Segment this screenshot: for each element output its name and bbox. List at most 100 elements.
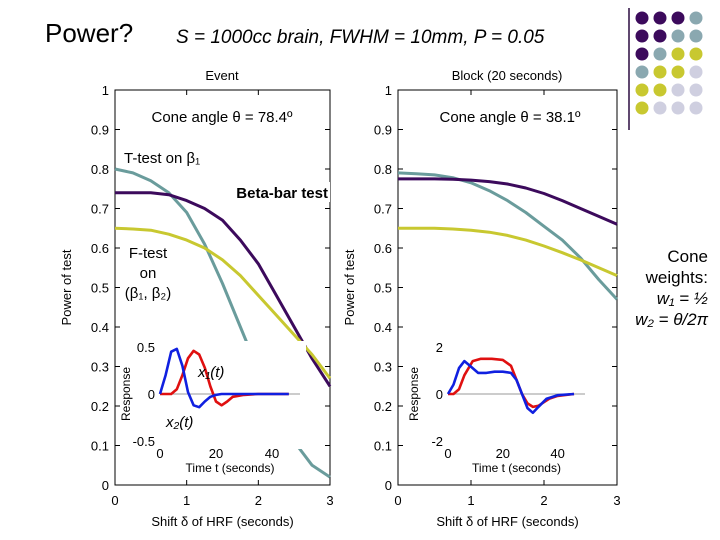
inset-y-axis-label: Response bbox=[407, 367, 421, 421]
annotation-ttest: T-test on β₁ bbox=[124, 150, 200, 167]
inset-label-x2: x₂(t) bbox=[165, 414, 193, 431]
decor-dot bbox=[635, 11, 649, 25]
y-tick-label: 1 bbox=[385, 83, 392, 98]
inset-line-x2 bbox=[446, 359, 575, 415]
x-tick-label: 0 bbox=[394, 493, 401, 508]
x-axis-label: Shift δ of HRF (seconds) bbox=[436, 514, 578, 529]
y-tick-label: 0 bbox=[385, 478, 392, 493]
decor-dot bbox=[671, 29, 685, 43]
y-tick-label: 0.5 bbox=[374, 281, 392, 296]
decor-dot bbox=[635, 83, 649, 97]
inset-y-tick-label: -2 bbox=[431, 434, 443, 449]
annotation-ftest: on bbox=[140, 265, 157, 282]
x-tick-label: 0 bbox=[111, 493, 118, 508]
decor-dot bbox=[653, 65, 667, 79]
inset-y-tick-label: 0.5 bbox=[137, 340, 155, 355]
cone-weights-w1: w₁ = ½ bbox=[656, 289, 708, 308]
decor-dot bbox=[635, 65, 649, 79]
decor-dot bbox=[689, 65, 703, 79]
chart-title: Event bbox=[205, 68, 239, 83]
inset-label-x1: x₁(t) bbox=[197, 364, 224, 381]
y-tick-label: 0.1 bbox=[91, 439, 109, 454]
y-tick-label: 0.2 bbox=[374, 399, 392, 414]
cone-weights-note: Cone weights: w₁ = ½ w₂ = θ/2π bbox=[626, 246, 708, 330]
inset-x-tick-label: 20 bbox=[496, 446, 510, 461]
decor-dot bbox=[635, 101, 649, 115]
decor-dot bbox=[653, 11, 667, 25]
x-tick-label: 3 bbox=[326, 493, 333, 508]
y-tick-label: 0.7 bbox=[374, 202, 392, 217]
chart-title: Block (20 seconds) bbox=[452, 68, 563, 83]
decor-dot bbox=[653, 101, 667, 115]
y-axis-label: Power of test bbox=[342, 249, 357, 325]
y-tick-label: 0.8 bbox=[374, 162, 392, 177]
y-tick-label: 0.5 bbox=[91, 281, 109, 296]
inset-y-axis-label: Response bbox=[119, 367, 133, 421]
y-tick-label: 0.3 bbox=[374, 360, 392, 375]
annotation-ftest: F-test bbox=[129, 245, 168, 262]
series-line-beta_bar bbox=[398, 177, 618, 226]
decor-dot bbox=[689, 47, 703, 61]
inset-y-tick-label: 2 bbox=[436, 340, 443, 355]
y-tick-label: 0.9 bbox=[91, 123, 109, 138]
inset-y-tick-label: -0.5 bbox=[133, 434, 155, 449]
x-tick-label: 3 bbox=[613, 493, 620, 508]
y-tick-label: 0 bbox=[102, 478, 109, 493]
series-line-ftest bbox=[398, 226, 618, 277]
inset-y-tick-label: 0 bbox=[436, 387, 443, 402]
series-line-ttest bbox=[397, 171, 619, 301]
y-tick-label: 0.7 bbox=[91, 202, 109, 217]
inset-x-tick-label: 0 bbox=[444, 446, 451, 461]
inset-x-tick-label: 40 bbox=[550, 446, 564, 461]
decor-dot bbox=[653, 47, 667, 61]
x-tick-label: 1 bbox=[467, 493, 474, 508]
x-axis-label: Shift δ of HRF (seconds) bbox=[151, 514, 293, 529]
decor-dot bbox=[653, 29, 667, 43]
annotation-bg bbox=[220, 182, 330, 202]
chart-subtitle: Cone angle θ = 38.1º bbox=[439, 109, 581, 126]
y-tick-label: 0.8 bbox=[91, 162, 109, 177]
annotation-ftest: (β₁, β₂) bbox=[125, 285, 171, 302]
inset-line-x2 bbox=[158, 347, 289, 409]
y-tick-label: 0.2 bbox=[91, 399, 109, 414]
decor-dot bbox=[689, 83, 703, 97]
inset-y-tick-label: 0 bbox=[148, 387, 155, 402]
slide-title: Power? bbox=[45, 18, 134, 48]
decor-dot bbox=[635, 29, 649, 43]
series-line-beta_bar bbox=[115, 191, 332, 388]
inset-x-tick-label: 0 bbox=[156, 446, 163, 461]
slide-subtitle: S = 1000cc brain, FWHM = 10mm, P = 0.05 bbox=[176, 27, 545, 48]
y-tick-label: 0.1 bbox=[374, 439, 392, 454]
cone-weights-heading: Cone weights: bbox=[645, 247, 708, 287]
decor-dot bbox=[653, 83, 667, 97]
x-tick-label: 2 bbox=[540, 493, 547, 508]
x-tick-label: 2 bbox=[255, 493, 262, 508]
y-tick-label: 0.4 bbox=[374, 320, 392, 335]
y-tick-label: 0.4 bbox=[91, 320, 109, 335]
inset-x-tick-label: 20 bbox=[209, 446, 223, 461]
y-tick-label: 0.6 bbox=[91, 241, 109, 256]
y-tick-label: 0.9 bbox=[374, 123, 392, 138]
decor-dot bbox=[671, 11, 685, 25]
chart-subtitle: Cone angle θ = 78.4º bbox=[151, 109, 293, 126]
decor-dot bbox=[671, 101, 685, 115]
series-line-ftest bbox=[114, 226, 332, 380]
decor-dot bbox=[635, 47, 649, 61]
decor-dot bbox=[689, 11, 703, 25]
decor-dot bbox=[671, 83, 685, 97]
cone-weights-w2: w₂ = θ/2π bbox=[635, 310, 708, 329]
y-tick-label: 0.6 bbox=[374, 241, 392, 256]
inset-x-axis-label: Time t (seconds) bbox=[472, 461, 561, 475]
decor-dot bbox=[671, 65, 685, 79]
decor-dot bbox=[671, 47, 685, 61]
inset-x-tick-label: 40 bbox=[265, 446, 279, 461]
y-axis-label: Power of test bbox=[59, 249, 74, 325]
x-tick-label: 1 bbox=[183, 493, 190, 508]
y-tick-label: 1 bbox=[102, 83, 109, 98]
decor-dot bbox=[689, 29, 703, 43]
y-tick-label: 0.3 bbox=[91, 360, 109, 375]
inset-x-axis-label: Time t (seconds) bbox=[186, 461, 275, 475]
decor-dot bbox=[689, 101, 703, 115]
